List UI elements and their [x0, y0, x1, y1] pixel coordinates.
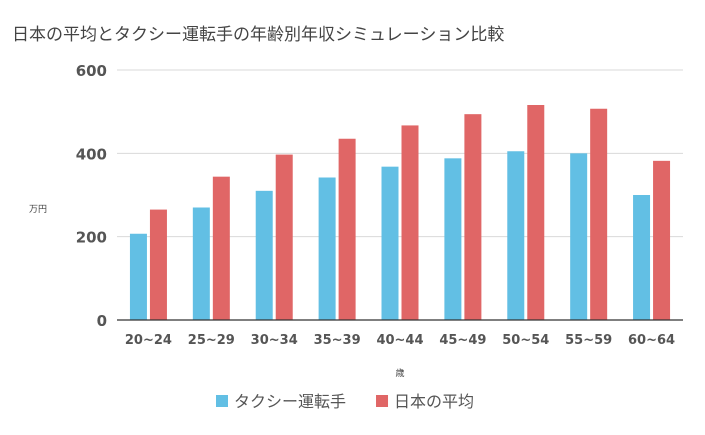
- bar: [255, 190, 273, 320]
- bar: [653, 160, 671, 320]
- bar: [381, 166, 399, 320]
- bar: [527, 105, 545, 320]
- bar: [464, 114, 482, 321]
- bar: [212, 176, 230, 320]
- y-axis-title: 万円: [29, 204, 47, 215]
- bar: [444, 158, 462, 320]
- bar: [507, 151, 525, 320]
- y-tick-label: 600: [76, 62, 107, 80]
- legend-swatch: [216, 395, 228, 407]
- bar: [318, 177, 336, 320]
- chart-title: 日本の平均とタクシー運転手の年齢別年収シミュレーション比較: [12, 25, 505, 45]
- bar: [633, 195, 651, 320]
- x-tick-label: 30~34: [251, 333, 298, 348]
- x-tick-label: 55~59: [565, 333, 612, 348]
- bar: [590, 108, 608, 320]
- y-tick-label: 200: [76, 229, 107, 247]
- bar: [192, 207, 210, 320]
- bar: [338, 138, 356, 320]
- x-axis-title: 歳: [395, 367, 404, 379]
- legend-label: 日本の平均: [394, 392, 474, 411]
- x-tick-label: 40~44: [376, 333, 423, 348]
- bar: [275, 154, 293, 320]
- y-tick-label: 0: [97, 312, 107, 330]
- x-tick-label: 50~54: [502, 333, 549, 348]
- bar: [149, 209, 167, 320]
- bar: [401, 125, 419, 321]
- y-tick-label: 400: [76, 145, 107, 163]
- legend-label: タクシー運転手: [234, 392, 346, 411]
- x-tick-label: 60~64: [628, 333, 675, 348]
- x-tick-label: 35~39: [314, 333, 361, 348]
- x-tick-label: 20~24: [125, 333, 172, 348]
- x-tick-label: 25~29: [188, 333, 235, 348]
- x-tick-label: 45~49: [439, 333, 486, 348]
- bar: [570, 153, 588, 320]
- legend-swatch: [376, 395, 389, 407]
- bar: [129, 233, 147, 320]
